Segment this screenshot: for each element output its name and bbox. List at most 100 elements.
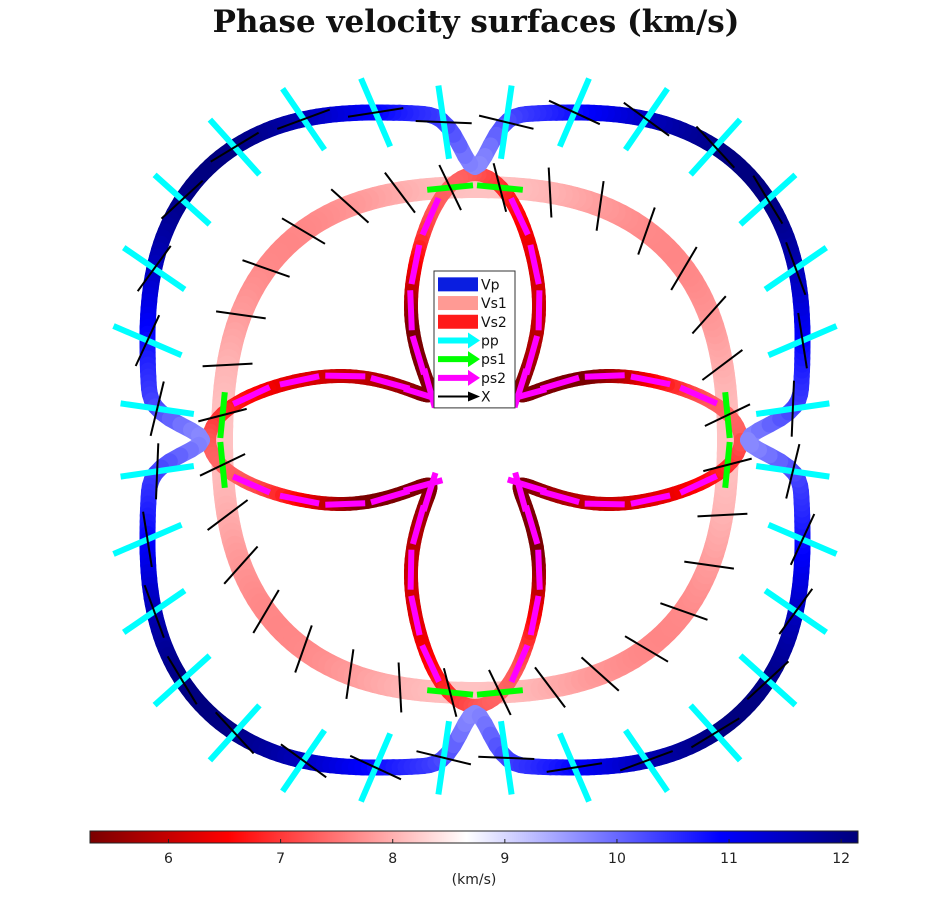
x-tick bbox=[134, 314, 161, 367]
ps2-tick bbox=[407, 290, 415, 331]
x-tick bbox=[438, 164, 462, 211]
x-tick bbox=[785, 241, 807, 296]
x-tick bbox=[276, 108, 331, 130]
x-tick bbox=[347, 107, 404, 118]
x-tick bbox=[790, 380, 795, 437]
x-tick bbox=[752, 175, 784, 225]
ps2-tick bbox=[508, 644, 531, 684]
x-tick bbox=[697, 512, 748, 518]
x-tick bbox=[623, 101, 670, 137]
legend-arrowhead-pp bbox=[468, 332, 480, 349]
x-tick bbox=[492, 163, 508, 212]
x-tick bbox=[142, 511, 153, 568]
legend-label-pp: pp bbox=[481, 333, 499, 349]
ps2-tick bbox=[231, 473, 271, 496]
x-tick bbox=[199, 453, 246, 477]
x-tick bbox=[695, 125, 736, 169]
colorbar-label: (km/s) bbox=[452, 872, 497, 888]
ps2-tick bbox=[419, 644, 442, 683]
x-tick bbox=[345, 649, 355, 700]
legend-swatch-vp bbox=[438, 277, 478, 292]
x-tick bbox=[415, 120, 472, 125]
ps2-tick bbox=[539, 488, 580, 505]
x-tick bbox=[206, 499, 249, 531]
colorbar-tick-label: 11 bbox=[720, 851, 738, 867]
ps2-tick bbox=[325, 500, 366, 508]
vp-surface bbox=[139, 104, 811, 776]
x-tick bbox=[704, 403, 751, 427]
ps2-tick bbox=[325, 372, 366, 380]
ps2-tick bbox=[370, 375, 411, 392]
x-tick bbox=[136, 245, 172, 292]
ps2-tick bbox=[527, 595, 542, 636]
x-tick bbox=[624, 635, 669, 663]
polarization-ticks bbox=[112, 77, 838, 803]
x-tick bbox=[660, 602, 708, 621]
x-tick bbox=[210, 131, 260, 163]
x-tick bbox=[330, 188, 370, 224]
legend-label-vp: Vp bbox=[481, 277, 500, 293]
legend-arrowhead-ps1 bbox=[468, 351, 480, 368]
x-tick bbox=[384, 171, 416, 214]
x-tick bbox=[149, 381, 165, 437]
x-tick bbox=[349, 754, 402, 781]
ps2-tick bbox=[508, 197, 531, 236]
x-tick bbox=[202, 362, 253, 368]
x-tick bbox=[547, 167, 553, 218]
x-tick bbox=[166, 655, 198, 705]
colorbar-tick-label: 12 bbox=[832, 851, 850, 867]
x-tick bbox=[198, 407, 247, 423]
x-tick bbox=[252, 589, 280, 634]
ps2-tick bbox=[506, 476, 547, 495]
ps2-tick bbox=[421, 368, 438, 409]
ps2-tick bbox=[630, 492, 671, 507]
legend-label-vs2: Vs2 bbox=[481, 315, 507, 331]
x-tick bbox=[397, 662, 403, 713]
x-tick bbox=[214, 711, 255, 755]
ps2-tick bbox=[420, 471, 439, 512]
ps2-tick bbox=[512, 471, 529, 512]
x-tick bbox=[778, 588, 814, 635]
x-tick bbox=[534, 666, 566, 709]
ps2-tick bbox=[535, 549, 543, 590]
x-tick bbox=[619, 750, 674, 772]
ps2-tick bbox=[403, 477, 444, 494]
ps2-tick bbox=[410, 504, 427, 545]
legend: Vp Vs1 Vs2 pp ps1 ps2 X bbox=[433, 270, 516, 409]
ps2-tick bbox=[679, 384, 719, 407]
x-tick bbox=[478, 755, 535, 760]
x-tick bbox=[488, 669, 512, 716]
ps2-tick bbox=[407, 549, 415, 590]
ps2-tick bbox=[511, 368, 530, 409]
ps2-tick bbox=[279, 492, 320, 507]
ps2-tick bbox=[523, 335, 540, 376]
chart-title: Phase velocity surfaces (km/s) bbox=[212, 4, 740, 40]
legend-label-ps1: ps1 bbox=[481, 352, 506, 368]
velocity-surfaces bbox=[139, 104, 811, 776]
colorbar: 6 7 8 9 10 11 12 (km/s) bbox=[89, 830, 859, 888]
colorbar-tick-label: 6 bbox=[164, 851, 173, 867]
legend-swatch-vs2 bbox=[438, 314, 478, 329]
ps2-tick bbox=[630, 373, 671, 388]
x-tick bbox=[416, 750, 472, 766]
legend-arrowhead-ps2 bbox=[468, 369, 480, 386]
x-tick bbox=[703, 457, 752, 473]
colorbar-bar bbox=[89, 830, 859, 844]
ps2-tick bbox=[409, 335, 427, 376]
x-tick bbox=[281, 217, 326, 245]
x-tick bbox=[670, 246, 698, 291]
ps2-tick bbox=[539, 374, 580, 392]
vs1-surface bbox=[211, 176, 739, 704]
ps2-tick bbox=[527, 244, 542, 285]
vp-segment bbox=[740, 432, 759, 453]
legend-label-x: X bbox=[481, 390, 491, 406]
colorbar-tick-label: 7 bbox=[276, 851, 285, 867]
x-tick bbox=[294, 625, 313, 673]
x-tick bbox=[580, 656, 620, 692]
x-tick bbox=[242, 259, 290, 278]
legend-arrowhead-x bbox=[468, 391, 480, 402]
ps2-tick bbox=[535, 290, 543, 331]
x-tick bbox=[691, 295, 727, 335]
colorbar-tick-label: 9 bbox=[500, 851, 509, 867]
